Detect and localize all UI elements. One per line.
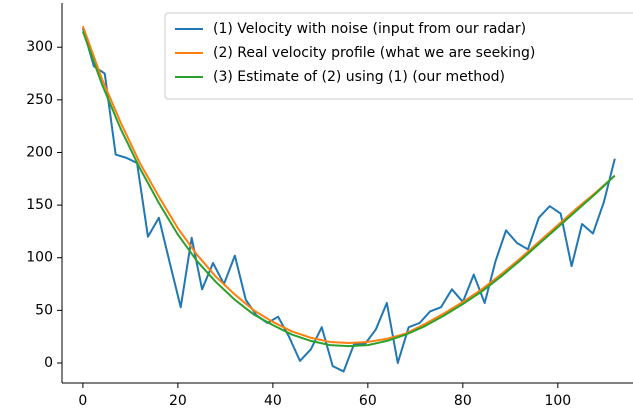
legend-label: (1) Velocity with noise (input from our … — [213, 21, 526, 37]
x-tick-label: 0 — [78, 393, 87, 409]
y-tick-label: 50 — [35, 302, 53, 318]
y-tick-label: 0 — [44, 355, 53, 371]
y-tick-label: 150 — [26, 197, 53, 213]
y-tick-label: 200 — [26, 144, 53, 160]
legend-label: (3) Estimate of (2) using (1) (our metho… — [213, 69, 505, 85]
series-line — [81, 27, 616, 373]
series-line — [81, 31, 616, 348]
x-tick-label: 20 — [169, 393, 187, 409]
x-tick-label: 40 — [264, 393, 282, 409]
y-tick-label: 100 — [26, 250, 53, 266]
y-tick-label: 300 — [26, 39, 53, 55]
x-tick-label: 80 — [454, 393, 472, 409]
legend-box — [164, 12, 633, 100]
y-tick-label: 250 — [26, 92, 53, 108]
x-tick-label: 60 — [359, 393, 377, 409]
x-tick-label: 100 — [544, 393, 571, 409]
legend-label: (2) Real velocity profile (what we are s… — [213, 45, 535, 61]
series-line — [81, 25, 616, 344]
